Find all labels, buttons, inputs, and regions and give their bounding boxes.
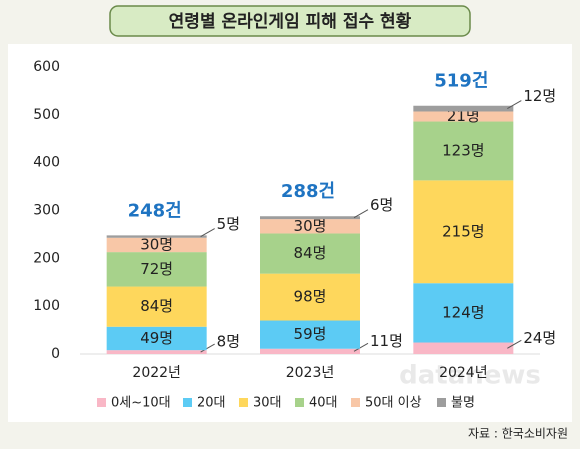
legend-swatch	[295, 398, 304, 407]
source: 자료 : 한국소비자원	[468, 427, 568, 441]
bar-segment	[106, 350, 207, 354]
y-tick-label: 500	[33, 107, 60, 123]
bar-segment	[260, 233, 360, 274]
total-label: 248건	[128, 200, 182, 221]
x-tick-label: 2022년	[132, 365, 181, 381]
value-label: 6명	[370, 196, 393, 214]
title-box	[109, 5, 471, 37]
value-label: 5명	[217, 215, 240, 233]
leader-line	[200, 343, 215, 353]
y-tick-label: 600	[33, 59, 60, 75]
value-label: 24명	[523, 329, 556, 347]
bar-segment	[260, 216, 360, 220]
leader-line	[507, 100, 522, 110]
legend-swatch	[239, 398, 248, 407]
value-label: 21명	[447, 107, 480, 125]
value-label: 123명	[442, 141, 484, 159]
y-tick-label: 400	[33, 155, 60, 171]
bar-segment	[413, 342, 514, 354]
bar-segment	[106, 237, 207, 253]
value-label: 8명	[217, 333, 240, 351]
bar-segment	[413, 180, 514, 284]
bar-segment	[260, 273, 360, 321]
x-tick-label: 2023년	[286, 365, 335, 381]
value-label: 215명	[442, 222, 484, 240]
leader-line	[507, 339, 522, 349]
bar-segment	[260, 320, 360, 349]
watermark: datanews	[399, 361, 541, 391]
legend-label: 30대	[253, 396, 282, 411]
legend-swatch	[183, 398, 192, 407]
bar-segment	[413, 121, 514, 181]
value-label: 59명	[294, 325, 327, 343]
value-label: 11명	[370, 332, 403, 350]
bar-segment	[413, 111, 514, 122]
value-label: 49명	[140, 329, 173, 347]
value-label: 84명	[294, 244, 327, 262]
chart-title: 연령별 온라인게임 피해 접수 현황	[169, 11, 412, 32]
bar-segment	[106, 326, 207, 351]
legend-label: 0세~10대	[111, 396, 171, 411]
x-tick-label: 2024년	[439, 365, 488, 381]
legend-swatch	[351, 398, 360, 407]
y-tick-label: 100	[33, 298, 60, 314]
leader-line	[200, 228, 215, 238]
legend-swatch	[437, 398, 446, 407]
leader-line	[353, 342, 369, 352]
bar-segment	[413, 283, 514, 343]
bar-segment	[106, 252, 207, 287]
legend-label: 40대	[309, 396, 338, 411]
bar-segment	[106, 235, 207, 238]
legend-swatch	[97, 398, 106, 407]
legend-label: 불명	[451, 396, 475, 411]
total-label: 519건	[434, 71, 488, 92]
total-label: 288건	[281, 181, 335, 202]
y-tick-label: 0	[51, 346, 60, 362]
y-tick-label: 200	[33, 250, 60, 266]
bar-segment	[260, 219, 360, 234]
bar-segment	[413, 105, 514, 112]
legend-label: 50대 이상	[365, 396, 422, 411]
bar-segment	[106, 286, 207, 327]
value-label: 12명	[523, 87, 556, 105]
legend-label: 20대	[197, 396, 226, 411]
bar-segment	[260, 348, 360, 354]
value-label: 124명	[442, 303, 484, 321]
value-label: 84명	[140, 297, 173, 315]
y-tick-label: 300	[33, 203, 60, 219]
leader-line	[353, 209, 369, 219]
value-label: 98명	[294, 288, 327, 306]
value-label: 72명	[140, 260, 173, 278]
value-label: 30명	[140, 235, 173, 253]
value-label: 30명	[294, 217, 327, 235]
